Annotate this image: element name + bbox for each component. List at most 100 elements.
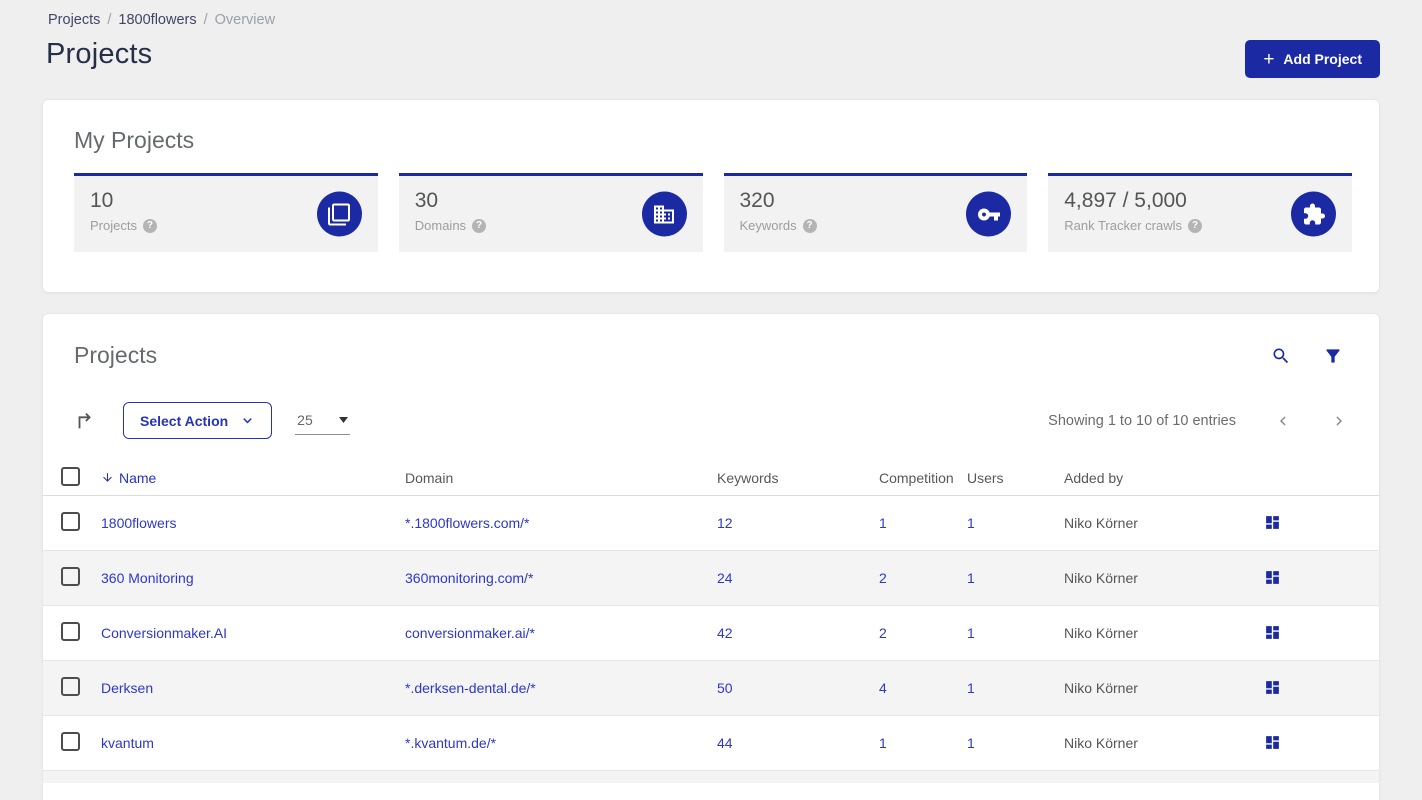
stat-label: Projects xyxy=(90,218,137,233)
users-count-link[interactable]: 1 xyxy=(967,625,975,641)
dashboard-icon[interactable] xyxy=(1251,569,1283,587)
column-header-users[interactable]: Users xyxy=(967,469,1004,486)
stat-value: 320 xyxy=(739,189,775,212)
page-size-value: 25 xyxy=(297,411,313,428)
breadcrumb-separator: / xyxy=(107,12,112,28)
competition-count-link[interactable]: 4 xyxy=(879,680,887,696)
project-domain-link[interactable]: *.kvantum.de/* xyxy=(405,735,497,751)
my-projects-card: My Projects 10 Projects ? 30 Domains ? xyxy=(42,99,1380,293)
column-header-name[interactable]: Name xyxy=(101,470,405,486)
column-header-added-by[interactable]: Added by xyxy=(1064,469,1124,486)
competition-count-link[interactable]: 2 xyxy=(879,625,887,641)
column-header-keywords[interactable]: Keywords xyxy=(717,469,779,486)
column-header-competition[interactable]: Competition xyxy=(879,469,954,486)
caret-down-icon xyxy=(339,416,349,423)
breadcrumb-projects[interactable]: Projects xyxy=(48,12,101,28)
my-projects-title: My Projects xyxy=(74,127,195,153)
breadcrumb-separator: / xyxy=(203,12,208,28)
keywords-count-link[interactable]: 44 xyxy=(717,735,733,751)
project-name-link[interactable]: 360 Monitoring xyxy=(101,570,194,586)
dashboard-icon[interactable] xyxy=(1251,624,1283,642)
page-title: Projects xyxy=(46,38,153,70)
stat-value: 4,897 / 5,000 xyxy=(1064,189,1187,212)
project-domain-link[interactable]: *.1800flowers.com/* xyxy=(405,515,530,531)
partial-next-row xyxy=(43,771,1379,783)
project-domain-link[interactable]: 360monitoring.com/* xyxy=(405,570,534,586)
building-icon xyxy=(641,191,687,237)
sort-desc-icon xyxy=(103,473,112,482)
stat-tile-projects: 10 Projects ? xyxy=(74,173,378,252)
stat-tiles: 10 Projects ? 30 Domains ? xyxy=(74,173,1352,252)
added-by-value: Niko Körner xyxy=(1064,570,1138,586)
added-by-value: Niko Körner xyxy=(1064,735,1138,751)
table-header-row: Name Domain Keywords Competition Users A… xyxy=(43,460,1379,496)
project-name-link[interactable]: Conversionmaker.AI xyxy=(101,625,228,641)
projects-table-title: Projects xyxy=(74,342,158,368)
dashboard-icon[interactable] xyxy=(1251,514,1283,532)
stat-tile-keywords: 320 Keywords ? xyxy=(723,173,1028,252)
add-project-button[interactable]: + Add Project xyxy=(1245,40,1380,78)
table-row: 1800flowers *.1800flowers.com/* 12 1 1 N… xyxy=(43,496,1379,551)
help-icon[interactable]: ? xyxy=(802,218,817,233)
help-icon[interactable]: ? xyxy=(142,218,157,233)
page-size-select[interactable]: 25 xyxy=(295,407,351,435)
filter-icon[interactable] xyxy=(1323,346,1343,366)
keywords-count-link[interactable]: 12 xyxy=(717,515,733,531)
keywords-count-link[interactable]: 24 xyxy=(717,570,733,586)
added-by-value: Niko Körner xyxy=(1064,625,1138,641)
competition-count-link[interactable]: 2 xyxy=(879,570,887,586)
help-icon[interactable]: ? xyxy=(472,218,487,233)
table-row: 360 Monitoring 360monitoring.com/* 24 2 … xyxy=(43,551,1379,606)
project-name-link[interactable]: Derksen xyxy=(101,680,154,696)
prev-page-icon[interactable] xyxy=(1274,412,1292,430)
row-checkbox[interactable] xyxy=(61,567,80,586)
project-name-link[interactable]: kvantum xyxy=(101,735,154,751)
project-domain-link[interactable]: conversionmaker.ai/* xyxy=(405,625,535,641)
added-by-value: Niko Körner xyxy=(1064,680,1138,696)
breadcrumb-overview: Overview xyxy=(214,12,276,28)
help-icon[interactable]: ? xyxy=(1188,218,1202,233)
select-all-checkbox[interactable] xyxy=(61,466,80,486)
users-count-link[interactable]: 1 xyxy=(967,515,975,531)
competition-count-link[interactable]: 1 xyxy=(879,515,887,531)
breadcrumb: Projects / 1800flowers / Overview xyxy=(48,12,275,28)
table-row: kvantum *.kvantum.de/* 44 1 1 Niko Körne… xyxy=(43,716,1379,771)
users-count-link[interactable]: 1 xyxy=(967,570,975,586)
project-name-link[interactable]: 1800flowers xyxy=(101,515,177,531)
table-body: 1800flowers *.1800flowers.com/* 12 1 1 N… xyxy=(43,496,1379,771)
added-by-value: Niko Körner xyxy=(1064,515,1138,531)
dashboard-icon[interactable] xyxy=(1251,679,1283,697)
stat-tile-domains: 30 Domains ? xyxy=(398,173,703,252)
row-checkbox[interactable] xyxy=(61,622,80,641)
search-icon[interactable] xyxy=(1271,346,1291,366)
chevron-down-icon xyxy=(243,418,252,424)
projects-table-card: Projects Select Action 25 xyxy=(42,313,1380,800)
keywords-count-link[interactable]: 42 xyxy=(717,625,733,641)
row-checkbox[interactable] xyxy=(61,732,80,751)
row-checkbox[interactable] xyxy=(61,677,80,696)
breadcrumb-1800flowers[interactable]: 1800flowers xyxy=(118,12,197,28)
users-count-link[interactable]: 1 xyxy=(967,735,975,751)
stat-label: Rank Tracker crawls xyxy=(1064,218,1182,233)
stat-label: Keywords xyxy=(739,218,797,233)
column-header-domain[interactable]: Domain xyxy=(405,469,454,486)
export-icon[interactable] xyxy=(74,410,96,432)
users-count-link[interactable]: 1 xyxy=(967,680,975,696)
keywords-count-link[interactable]: 50 xyxy=(717,680,733,696)
stat-value: 30 xyxy=(414,189,439,212)
puzzle-icon xyxy=(1291,191,1336,237)
row-checkbox[interactable] xyxy=(61,512,80,531)
stat-value: 10 xyxy=(90,189,114,212)
table-row: Conversionmaker.AI conversionmaker.ai/* … xyxy=(43,606,1379,661)
stat-tile-rank-tracker-crawls: 4,897 / 5,000 Rank Tracker crawls ? xyxy=(1048,173,1352,252)
competition-count-link[interactable]: 1 xyxy=(879,735,887,751)
dashboard-icon[interactable] xyxy=(1251,734,1283,752)
add-project-label: Add Project xyxy=(1283,51,1362,67)
project-domain-link[interactable]: *.derksen-dental.de/* xyxy=(405,680,536,696)
next-page-icon[interactable] xyxy=(1330,412,1348,430)
select-action-label: Select Action xyxy=(140,412,229,429)
projects-copy-icon xyxy=(316,191,362,237)
table-toolbar: Select Action 25 Showing 1 to 10 of 10 e… xyxy=(43,402,1379,439)
select-action-dropdown[interactable]: Select Action xyxy=(123,402,273,439)
